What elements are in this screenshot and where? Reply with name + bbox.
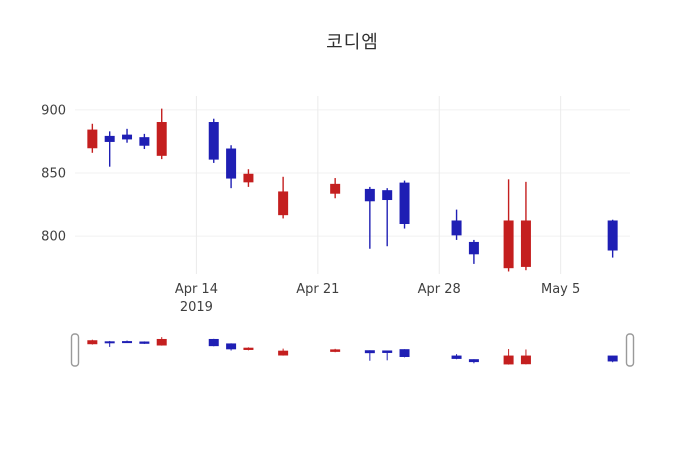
candle-2019-05-03 <box>520 181 531 271</box>
mini-candle-body <box>226 343 237 350</box>
y-tick-label: 900 <box>41 103 66 118</box>
candle-body <box>156 122 167 156</box>
mini-candle-2019-04-12 <box>156 337 167 346</box>
mini-candle-2019-04-30 <box>468 359 479 364</box>
range-slider[interactable] <box>75 333 630 367</box>
mini-candle-body <box>468 359 479 363</box>
candle-body <box>468 241 479 255</box>
candle-body <box>382 190 393 201</box>
mini-candle-body <box>503 355 514 365</box>
candle-2019-04-11 <box>139 133 150 150</box>
candle-2019-05-08 <box>607 219 618 258</box>
x-tick-year-label: 2019 <box>180 300 213 315</box>
mini-candle-body <box>330 349 341 352</box>
mini-candle-2019-04-29 <box>451 354 462 360</box>
mini-candle-2019-04-15 <box>208 338 219 347</box>
x-tick-label: Apr 21 <box>296 282 339 297</box>
candle-body <box>520 220 531 267</box>
x-tick-label: May 5 <box>541 282 580 297</box>
candle-2019-04-16 <box>226 145 237 189</box>
candle-2019-04-08 <box>87 123 98 153</box>
mini-candle-2019-04-26 <box>399 349 410 358</box>
candle-body <box>87 129 98 149</box>
candle-2019-04-12 <box>156 108 167 160</box>
candle-2019-04-10 <box>122 128 133 143</box>
candle-2019-05-02 <box>503 179 514 272</box>
mini-candle-body <box>87 340 98 345</box>
chart-title: 코디엠 <box>326 32 379 53</box>
mini-candle-body <box>382 350 393 353</box>
mini-candle-2019-04-09 <box>104 340 115 347</box>
candle-body <box>278 191 289 216</box>
mini-candle-2019-04-25 <box>382 350 393 361</box>
mini-candle-body <box>364 350 375 354</box>
candle-body <box>399 182 410 225</box>
x-tick-label: Apr 28 <box>418 282 461 297</box>
mini-candle-body <box>104 341 115 344</box>
mini-candle-2019-05-03 <box>520 349 531 365</box>
mini-candle-2019-05-08 <box>607 355 618 363</box>
mini-candle-2019-04-10 <box>122 340 133 344</box>
y-tick-label: 800 <box>41 230 66 245</box>
mini-candle-body <box>139 341 150 344</box>
candle-2019-04-09 <box>104 131 115 167</box>
mini-candle-body <box>607 355 618 362</box>
candle-2019-04-17 <box>243 169 254 187</box>
candle-body <box>122 134 133 140</box>
candle-2019-04-15 <box>208 118 219 163</box>
mini-candle-body <box>122 341 133 344</box>
mini-candle-2019-05-02 <box>503 349 514 365</box>
candle-2019-04-26 <box>399 180 410 229</box>
candle-body <box>104 135 115 142</box>
candle-body <box>139 137 150 146</box>
candle-2019-04-19 <box>278 176 289 219</box>
candle-2019-04-25 <box>382 188 393 247</box>
mini-candle-body <box>278 350 289 356</box>
candle-2019-04-24 <box>364 186 375 249</box>
candle-body <box>503 220 514 269</box>
candle-body <box>607 220 618 251</box>
candle-body <box>330 183 341 194</box>
candle-body <box>243 173 254 183</box>
mini-candle-2019-04-24 <box>364 350 375 361</box>
mini-candle-body <box>520 355 531 365</box>
candle-body <box>208 122 219 160</box>
mini-candle-body <box>399 349 410 357</box>
mini-candle-body <box>156 338 167 346</box>
candle-body <box>451 220 462 236</box>
mini-candle-2019-04-11 <box>139 341 150 344</box>
candle-body <box>226 148 237 179</box>
mini-candle-body <box>243 347 254 350</box>
mini-candle-body <box>451 355 462 359</box>
candle-2019-04-30 <box>468 239 479 264</box>
mini-candle-2019-04-17 <box>243 347 254 351</box>
candle-body <box>364 188 375 202</box>
range-slider-left-handle[interactable] <box>70 333 80 367</box>
y-tick-label: 850 <box>41 167 66 182</box>
x-tick-label: Apr 14 <box>175 282 218 297</box>
mini-candle-2019-04-19 <box>278 348 289 356</box>
mini-candle-2019-04-08 <box>87 339 98 345</box>
candle-2019-04-29 <box>451 209 462 240</box>
candle-2019-04-22 <box>330 178 341 199</box>
mini-candle-body <box>208 338 219 347</box>
mini-candle-2019-04-16 <box>226 343 237 351</box>
range-slider-right-handle[interactable] <box>625 333 635 367</box>
mini-candle-2019-04-22 <box>330 348 341 353</box>
